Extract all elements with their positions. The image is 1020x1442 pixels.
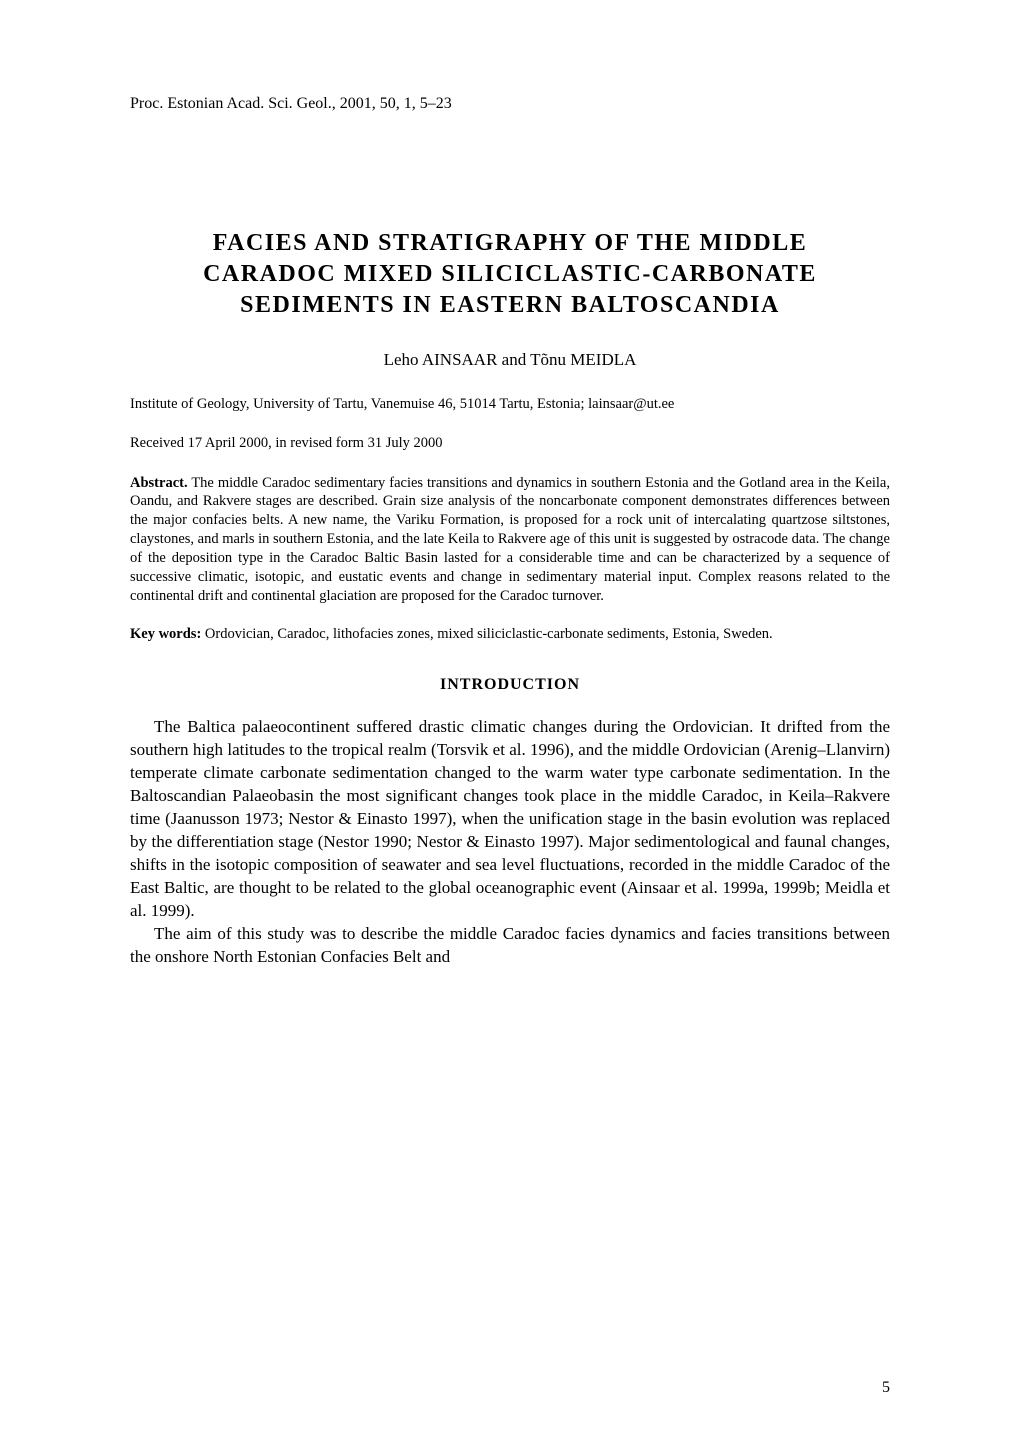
- title-line-1: FACIES AND STRATIGRAPHY OF THE MIDDLE: [130, 228, 890, 259]
- affiliation-text: Institute of Geology, University of Tart…: [130, 396, 674, 412]
- section-heading-introduction: INTRODUCTION: [130, 676, 890, 694]
- page-number-text: 5: [882, 1379, 890, 1396]
- received-text: Received 17 April 2000, in revised form …: [130, 435, 443, 451]
- keywords-label: Key words:: [130, 626, 201, 642]
- body-paragraph-1: The Baltica palaeocontinent suffered dra…: [130, 716, 890, 922]
- journal-citation: Proc. Estonian Acad. Sci. Geol., 2001, 5…: [130, 95, 890, 113]
- body-paragraph-2-text: The aim of this study was to describe th…: [130, 924, 890, 966]
- abstract-label: Abstract.: [130, 475, 188, 491]
- affiliation-line: Institute of Geology, University of Tart…: [130, 396, 890, 413]
- body-paragraph-1-text: The Baltica palaeocontinent suffered dra…: [130, 717, 890, 920]
- keywords-text: Ordovician, Caradoc, lithofacies zones, …: [201, 626, 772, 642]
- journal-citation-text: Proc. Estonian Acad. Sci. Geol., 2001, 5…: [130, 95, 452, 112]
- authors-line: Leho AINSAAR and Tõnu MEIDLA: [130, 350, 890, 370]
- page-number: 5: [882, 1379, 890, 1397]
- title-line-3: SEDIMENTS IN EASTERN BALTOSCANDIA: [130, 290, 890, 321]
- abstract-text: The middle Caradoc sedimentary facies tr…: [130, 475, 890, 604]
- section-heading-text: INTRODUCTION: [440, 676, 580, 693]
- paper-title: FACIES AND STRATIGRAPHY OF THE MIDDLE CA…: [130, 228, 890, 322]
- title-line-2: CARADOC MIXED SILICICLASTIC-CARBONATE: [130, 259, 890, 290]
- authors-text: Leho AINSAAR and Tõnu MEIDLA: [384, 350, 637, 369]
- abstract-block: Abstract. The middle Caradoc sedimentary…: [130, 474, 890, 606]
- keywords-block: Key words: Ordovician, Caradoc, lithofac…: [130, 625, 890, 644]
- body-paragraph-2: The aim of this study was to describe th…: [130, 923, 890, 969]
- received-line: Received 17 April 2000, in revised form …: [130, 435, 890, 452]
